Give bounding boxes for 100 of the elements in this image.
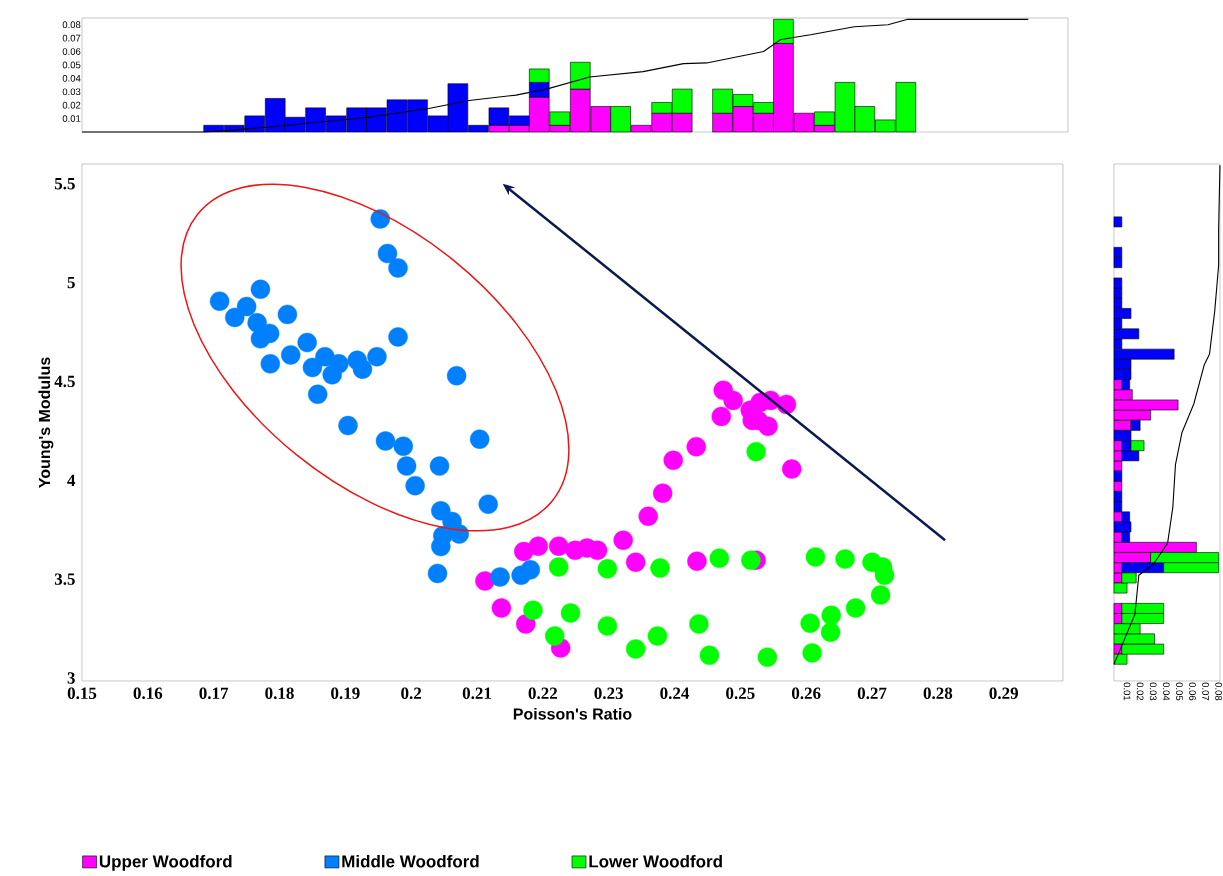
- y-tick-label: 3: [67, 672, 75, 684]
- point: [647, 626, 668, 646]
- point: [528, 536, 548, 556]
- x-tick-label: 0.27: [857, 687, 887, 700]
- point: [746, 441, 766, 462]
- x-axis-title: Poisson's Ratio: [513, 707, 632, 720]
- x-tick-label: 0.28: [923, 687, 953, 700]
- point: [429, 456, 450, 476]
- x-tick-label: 0.24: [660, 687, 690, 700]
- point: [367, 347, 387, 367]
- point: [393, 436, 413, 457]
- point: [821, 605, 841, 626]
- point: [820, 622, 841, 642]
- y-tick-label: 5.5: [54, 178, 75, 190]
- x-tick-label: 0.15: [67, 687, 97, 700]
- x-tick-label: 0.17: [199, 687, 229, 700]
- point: [338, 415, 358, 436]
- point: [388, 327, 408, 347]
- point: [687, 551, 707, 571]
- point: [520, 560, 541, 580]
- point: [757, 647, 778, 667]
- x-tick-label: 0.29: [989, 687, 1018, 700]
- point: [709, 548, 729, 568]
- point: [560, 603, 581, 623]
- point: [322, 365, 342, 385]
- x-tick-label: 0.07: [1202, 682, 1209, 701]
- y-tick-label: 0.05: [62, 61, 81, 69]
- x-tick-label: 0.16: [133, 687, 163, 700]
- point: [802, 643, 822, 663]
- point: [431, 536, 451, 557]
- point: [277, 304, 298, 325]
- point: [597, 559, 618, 579]
- legend-label: Lower Woodford: [589, 855, 722, 868]
- point: [874, 565, 895, 585]
- point: [663, 450, 683, 471]
- point: [250, 329, 271, 349]
- x-tick-label: 0.06: [1189, 682, 1196, 701]
- x-tick-label: 0.05: [1176, 682, 1183, 701]
- x-tick-label: 0.18: [265, 687, 294, 700]
- x-tick-label: 0.03: [1149, 682, 1157, 701]
- point: [613, 530, 633, 550]
- x-tick-label: 0.02: [1136, 682, 1144, 701]
- point: [741, 550, 761, 570]
- y-tick-label: 0.01: [62, 115, 81, 122]
- point: [396, 456, 417, 476]
- point: [625, 639, 646, 659]
- point: [446, 366, 467, 386]
- point: [260, 354, 280, 374]
- point: [548, 536, 569, 556]
- x-tick-label: 0.04: [1162, 682, 1170, 701]
- point: [475, 571, 495, 591]
- point: [352, 359, 373, 379]
- point: [516, 614, 536, 634]
- point: [370, 209, 390, 229]
- point: [405, 475, 425, 496]
- y-tick-label: 4.5: [54, 375, 75, 388]
- point: [545, 626, 565, 646]
- point: [699, 645, 720, 665]
- point: [431, 501, 451, 521]
- y-tick-label: 0.06: [62, 48, 81, 55]
- point: [478, 494, 498, 514]
- y-tick-label: 0.04: [62, 75, 81, 82]
- point: [225, 307, 245, 328]
- point: [686, 437, 706, 457]
- point: [625, 552, 646, 572]
- point: [388, 258, 408, 278]
- bar: [1113, 216, 1123, 228]
- point: [377, 243, 398, 264]
- x-tick-label: 0.19: [331, 687, 360, 700]
- point: [523, 600, 543, 620]
- y-tick-label: 0.02: [62, 101, 81, 109]
- y-tick-label: 3.5: [54, 573, 75, 585]
- point: [638, 506, 658, 526]
- point: [652, 483, 673, 503]
- point: [650, 558, 670, 578]
- point: [490, 567, 510, 587]
- x-tick-label: 0.23: [594, 687, 623, 700]
- x-tick-label: 0.08: [1215, 682, 1223, 701]
- legend-label: Upper Woodford: [99, 855, 232, 871]
- x-tick-label: 0.2: [401, 687, 422, 700]
- y-tick-label: 0.07: [62, 34, 81, 42]
- point: [308, 384, 328, 405]
- point: [281, 345, 301, 365]
- point: [209, 291, 230, 311]
- point: [236, 296, 257, 317]
- point: [711, 406, 731, 427]
- x-tick-label: 0.22: [528, 687, 557, 700]
- point: [302, 357, 323, 378]
- point: [250, 279, 271, 300]
- point: [805, 547, 826, 567]
- point: [491, 598, 512, 618]
- point: [845, 598, 866, 618]
- x-tick-label: 0.25: [726, 687, 755, 700]
- x-tick-label: 0.21: [462, 687, 492, 700]
- y-tick-label: 0.03: [62, 88, 81, 96]
- point: [835, 549, 855, 569]
- point: [375, 431, 396, 451]
- y-tick-label: 5: [67, 276, 75, 289]
- point: [782, 459, 802, 479]
- point: [587, 540, 608, 560]
